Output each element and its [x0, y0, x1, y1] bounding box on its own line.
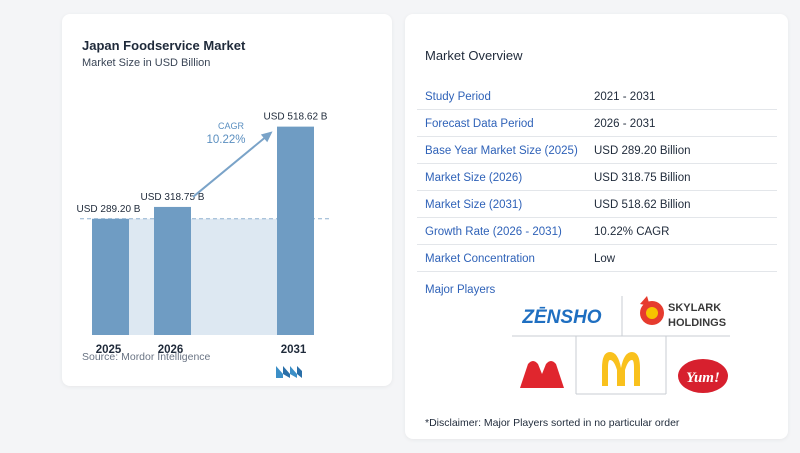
overview-row: Base Year Market Size (2025) USD 289.20 … — [417, 138, 777, 164]
overview-row: Market Concentration Low — [417, 246, 777, 272]
overview-row-key: Study Period — [425, 90, 491, 103]
source-text: Source: Mordor Intelligence — [82, 351, 211, 363]
market-overview-card: Market Overview Study Period 2021 - 2031… — [405, 14, 788, 439]
overview-row-key: Base Year Market Size (2025) — [425, 144, 578, 157]
bar-2025 — [92, 218, 129, 335]
x-tick-2031: 2031 — [281, 344, 307, 356]
value-label-2026: USD 318.75 B — [141, 192, 205, 203]
overview-row-value: Low — [594, 252, 616, 265]
bars — [92, 126, 314, 336]
overview-row-value: USD 518.62 Billion — [594, 198, 691, 211]
overview-row-key: Market Concentration — [425, 252, 535, 265]
overview-row-value: USD 318.75 Billion — [594, 171, 691, 184]
major-players-title: Major Players — [425, 284, 496, 296]
cagr-value: 10.22% — [206, 134, 245, 146]
overview-row: Forecast Data Period 2026 - 2031 — [417, 111, 777, 137]
overview-row-value: 2026 - 2031 — [594, 117, 656, 130]
disclaimer-text: *Disclaimer: Major Players sorted in no … — [425, 417, 680, 429]
value-label-2025: USD 289.20 B — [77, 204, 141, 215]
chart-title: Japan Foodservice Market — [82, 38, 246, 53]
bar-2031 — [277, 126, 314, 336]
overview-row-value: 10.22% CAGR — [594, 225, 670, 238]
chart-subtitle: Market Size in USD Billion — [82, 57, 211, 69]
cagr-arrow — [192, 131, 272, 198]
overview-row-value: USD 289.20 Billion — [594, 144, 691, 157]
x-tick-2026: 2026 — [158, 344, 184, 356]
overview-row: Market Size (2026) USD 318.75 Billion — [417, 165, 777, 191]
overview-row: Market Size (2031) USD 518.62 Billion — [417, 192, 777, 218]
x-tick-2025: 2025 — [96, 344, 122, 356]
x-tick-labels: 2025 2026 2031 — [96, 344, 307, 356]
bar-2026 — [154, 206, 191, 335]
overview-row-key: Growth Rate (2026 - 2031) — [425, 225, 562, 238]
value-label-2031: USD 518.62 B — [264, 112, 328, 123]
overview-row-key: Market Size (2031) — [425, 198, 523, 211]
overview-row-value: 2021 - 2031 — [594, 90, 656, 103]
overview-title: Market Overview — [425, 48, 523, 63]
overview-row: Study Period 2021 - 2031 — [417, 84, 777, 110]
cagr-arrowhead — [260, 131, 273, 143]
overview-row: Growth Rate (2026 - 2031) 10.22% CAGR — [417, 219, 777, 245]
cagr-label: CAGR — [218, 121, 245, 131]
overview-row-key: Forecast Data Period — [425, 117, 534, 130]
mordor-logo-icon — [276, 366, 302, 378]
overview-row-key: Market Size (2026) — [425, 171, 523, 184]
